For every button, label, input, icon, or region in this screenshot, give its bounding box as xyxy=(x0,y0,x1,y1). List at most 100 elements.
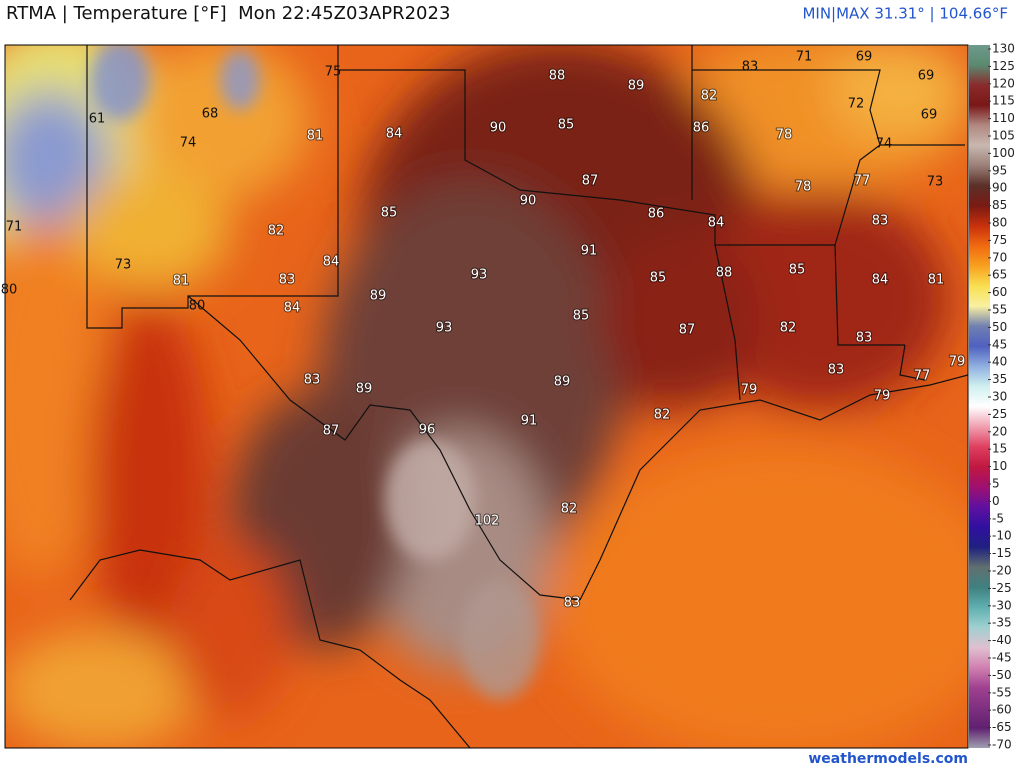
colorbar-tick-label: 115 xyxy=(992,94,1015,108)
colorbar-tick-label: 0 xyxy=(992,494,1000,508)
station-temp: 85 xyxy=(558,118,575,133)
colorbar-tick-label: 40 xyxy=(992,355,1007,369)
station-temp: 69 xyxy=(856,50,873,65)
colorbar-tick-label: 130 xyxy=(992,42,1015,56)
station-temp: 91 xyxy=(581,244,598,259)
station-temp: 68 xyxy=(202,107,219,122)
station-temp: 84 xyxy=(386,127,403,142)
station-temp: 73 xyxy=(115,258,132,273)
colorbar-tick-label: -70 xyxy=(992,738,1012,752)
station-temp: 90 xyxy=(520,194,537,209)
station-temp: 81 xyxy=(928,273,945,288)
colorbar-tick-label: 125 xyxy=(992,59,1015,73)
station-temp: 93 xyxy=(436,321,453,336)
colorbar-tick-label: 45 xyxy=(992,337,1007,351)
station-temp: 83 xyxy=(828,363,845,378)
colorbar-tick-label: -15 xyxy=(992,546,1012,560)
station-temp: 90 xyxy=(490,121,507,136)
colorbar-tick-label: 65 xyxy=(992,268,1007,282)
colorbar-tick-label: -40 xyxy=(992,633,1012,647)
station-temp: 82 xyxy=(701,89,718,104)
colorbar-tick-label: 15 xyxy=(992,442,1007,456)
station-temp: 75 xyxy=(325,65,342,80)
station-temp: 83 xyxy=(279,273,296,288)
colorbar-tick-label: 10 xyxy=(992,459,1007,473)
colorbar-tick-label: 100 xyxy=(992,146,1015,160)
colorbar-tick-label: 110 xyxy=(992,111,1015,125)
station-temp: 89 xyxy=(628,79,645,94)
station-temp: 77 xyxy=(914,369,931,384)
colorbar-tick-label: -10 xyxy=(992,529,1012,543)
colorbar-tick-label: 80 xyxy=(992,216,1007,230)
station-temp: 79 xyxy=(741,383,758,398)
station-temp: 89 xyxy=(370,289,387,304)
title: RTMA | Temperature [°F] Mon 22:45Z03APR2… xyxy=(6,3,450,24)
station-temp: 84 xyxy=(872,273,889,288)
temperature-field xyxy=(5,45,968,748)
station-temp: 82 xyxy=(654,408,671,423)
colorbar-tick-label: 20 xyxy=(992,424,1007,438)
station-temp: 78 xyxy=(795,180,812,195)
station-temp: 81 xyxy=(307,129,324,144)
station-temp: 80 xyxy=(1,283,18,298)
station-temp: 71 xyxy=(796,50,813,65)
station-temp: 79 xyxy=(949,355,966,370)
colorbar-tick-label: 70 xyxy=(992,250,1007,264)
station-temp: 82 xyxy=(268,224,285,239)
colorbar-tick-label: 55 xyxy=(992,303,1007,317)
station-temp: 87 xyxy=(582,174,599,189)
station-temp: 87 xyxy=(679,323,696,338)
colorbar-tick-label: 5 xyxy=(992,477,1000,491)
station-temp: 85 xyxy=(381,206,398,221)
colorbar-tick-label: 25 xyxy=(992,407,1007,421)
boundaries xyxy=(69,45,968,748)
station-temp: 86 xyxy=(648,207,665,222)
colorbar xyxy=(969,45,990,748)
colorbar-tick-label: -5 xyxy=(992,511,1004,525)
station-temp: 74 xyxy=(180,136,197,151)
colorbar-tick-label: -35 xyxy=(992,616,1012,630)
station-temp: 96 xyxy=(419,423,436,438)
colorbar-tick-label: 75 xyxy=(992,233,1007,247)
station-temp: 81 xyxy=(173,274,190,289)
min-max: MIN|MAX 31.31° | 104.66°F xyxy=(802,5,1008,23)
station-temp: 83 xyxy=(304,373,321,388)
station-temp: 80 xyxy=(189,299,206,314)
colorbar-tick-label: 85 xyxy=(992,198,1007,212)
station-temp: 84 xyxy=(708,216,725,231)
station-temp: 83 xyxy=(872,214,889,229)
colorbar-tick-label: 30 xyxy=(992,390,1007,404)
station-temp: 84 xyxy=(284,301,301,316)
colorbar-tick-label: -55 xyxy=(992,685,1012,699)
colorbar-tick-label: 35 xyxy=(992,372,1007,386)
station-temp: 79 xyxy=(874,389,891,404)
station-temp: 86 xyxy=(693,121,710,136)
station-temp: 93 xyxy=(471,268,488,283)
station-temp: 89 xyxy=(356,382,373,397)
colorbar-tick-label: 95 xyxy=(992,163,1007,177)
station-temp: 61 xyxy=(89,112,106,127)
station-temp: 73 xyxy=(927,175,944,190)
station-temp: 102 xyxy=(475,514,500,529)
station-temp: 83 xyxy=(742,60,759,75)
station-temp: 91 xyxy=(521,414,538,429)
station-temp: 82 xyxy=(561,502,578,517)
station-temp: 69 xyxy=(918,69,935,84)
colorbar-tick-label: 105 xyxy=(992,129,1015,143)
station-temp: 85 xyxy=(573,309,590,324)
station-temp: 74 xyxy=(876,137,893,152)
footer: weathermodels.com xyxy=(808,751,968,767)
colorbar-tick-label: 60 xyxy=(992,285,1007,299)
station-temp: 88 xyxy=(549,69,566,84)
colorbar-tick-label: -30 xyxy=(992,598,1012,612)
colorbar-tick-label: -45 xyxy=(992,651,1012,665)
station-temp: 85 xyxy=(650,271,667,286)
station-temp: 78 xyxy=(776,128,793,143)
station-temp: 71 xyxy=(6,220,23,235)
station-temp: 85 xyxy=(789,263,806,278)
station-temp: 82 xyxy=(780,321,797,336)
colorbar-tick-label: 120 xyxy=(992,76,1015,90)
station-temp: 83 xyxy=(564,596,581,611)
colorbar-tick-label: -25 xyxy=(992,581,1012,595)
